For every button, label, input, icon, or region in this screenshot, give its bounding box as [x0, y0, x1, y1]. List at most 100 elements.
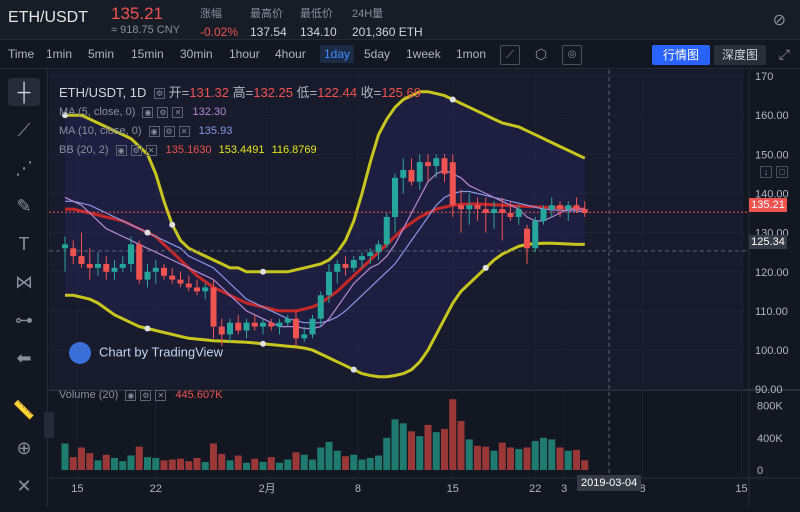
bb-visibility-icon[interactable]: ◉	[115, 144, 127, 156]
volume-bar	[474, 445, 481, 470]
candle-body	[136, 244, 143, 280]
tf-1day[interactable]: 1day	[320, 45, 355, 63]
volume-bar	[276, 462, 283, 470]
volume-visibility-icon[interactable]: ◉	[125, 389, 137, 401]
zoom-in-icon[interactable]: ⊕	[16, 438, 32, 458]
band-handle[interactable]	[260, 268, 266, 275]
pair-title: ETH/USDT	[8, 9, 88, 26]
tf-15min[interactable]: 15min	[131, 47, 164, 61]
candle-body	[491, 209, 497, 214]
tf-1min[interactable]: 1min	[46, 47, 73, 61]
tf-1hour[interactable]: 1hour	[229, 47, 260, 61]
ma5-close-icon[interactable]: ✕	[172, 106, 184, 118]
text-icon[interactable]: T	[18, 234, 30, 254]
band-handle[interactable]	[169, 221, 176, 228]
candle-body	[103, 263, 110, 272]
date-tick-label: 22	[150, 483, 162, 495]
pane-down-icon[interactable]: ↓	[760, 166, 772, 178]
prediction-icon[interactable]: ⊶	[15, 310, 33, 330]
volume-bar	[160, 460, 168, 470]
theme-toggle-icon[interactable]: ⊘	[772, 12, 786, 29]
volume-bar	[201, 461, 209, 470]
market-chart-button[interactable]: 行情图	[652, 45, 710, 65]
volume-tick-label: 800K	[757, 401, 783, 413]
stat-low: 最低价 134.10	[300, 8, 337, 39]
crosshair-price-tag: 125.34	[749, 235, 787, 249]
trendline-icon[interactable]: ⟋	[17, 120, 31, 140]
volume-bar	[342, 456, 349, 470]
back-arrow-icon[interactable]: ⬅	[16, 348, 32, 368]
tradingview-watermark[interactable]: Chart by TradingView	[69, 342, 223, 364]
volume-bar	[399, 423, 407, 470]
tf-5day[interactable]: 5day	[364, 47, 391, 61]
volume-bar	[465, 439, 473, 470]
bb-close-icon[interactable]: ✕	[145, 144, 157, 156]
volume-bar	[564, 450, 572, 470]
candle-body	[169, 275, 176, 280]
volume-bar	[375, 455, 382, 470]
chart-area[interactable]: 170 160.00 150.00 140.00 130.00 120.00 110.00 1…	[49, 70, 800, 507]
legend-open: 131.32	[189, 85, 230, 100]
candle-body	[326, 271, 332, 296]
tf-time[interactable]: Time	[8, 47, 35, 61]
fib-icon[interactable]: ⋰	[15, 158, 33, 178]
tf-1mon[interactable]: 1mon	[456, 47, 487, 61]
band-handle[interactable]	[449, 96, 456, 103]
pattern-icon[interactable]: ⋈	[15, 272, 33, 292]
ma5-visibility-icon[interactable]: ◉	[142, 106, 154, 118]
volume-bar	[416, 436, 424, 470]
candle-body	[152, 267, 159, 272]
volume-bar	[366, 457, 374, 470]
screenshot-icon[interactable]: ◎	[562, 45, 582, 65]
candle-body	[235, 322, 242, 331]
toolbar-collapse-handle[interactable]	[44, 412, 54, 438]
ruler-icon[interactable]: 📏	[12, 400, 36, 420]
band-handle[interactable]	[144, 229, 151, 236]
tf-5min[interactable]: 5min	[88, 47, 115, 61]
timeframe-toolbar: Time 1min 5min 15min 30min 1hour 4hour 1…	[0, 41, 800, 69]
tf-4hour[interactable]: 4hour	[275, 47, 306, 61]
candle-body	[507, 213, 514, 217]
legend-settings-icon[interactable]: ⚙	[154, 88, 166, 100]
volume-bar	[168, 459, 176, 470]
ma5-settings-icon[interactable]: ⚙	[157, 106, 169, 118]
date-tick-label: 3	[561, 483, 567, 495]
indicator-icon[interactable]: ⬡	[534, 46, 548, 62]
expand-icon[interactable]: ⤢	[778, 46, 790, 62]
collapse-icon[interactable]: ✕	[16, 476, 32, 496]
band-handle[interactable]	[144, 325, 151, 332]
band-handle[interactable]	[350, 366, 357, 373]
band-handle[interactable]	[62, 112, 68, 119]
volume-close-icon[interactable]: ✕	[155, 389, 167, 401]
candle-body	[202, 287, 209, 292]
band-handle[interactable]	[260, 340, 266, 347]
ma10-settings-icon[interactable]: ⚙	[163, 125, 175, 137]
date-tick-label: 22	[529, 483, 541, 495]
candle-body	[408, 169, 415, 182]
date-tick-label: 8	[355, 483, 361, 495]
brush-icon[interactable]: ✎	[16, 196, 32, 216]
ma10-visibility-icon[interactable]: ◉	[148, 125, 160, 137]
depth-chart-button[interactable]: 深度图	[714, 45, 766, 65]
bb-settings-icon[interactable]: ⚙	[130, 144, 142, 156]
candle-body	[515, 209, 522, 217]
volume-bar	[185, 461, 193, 470]
volume-bar	[259, 461, 267, 470]
candle-body	[210, 287, 217, 327]
volume-bar	[515, 449, 523, 470]
price-chart[interactable]: 170160.00150.00140.00130.00120.00110.001…	[49, 70, 800, 507]
volume-settings-icon[interactable]: ⚙	[140, 389, 152, 401]
tf-30min[interactable]: 30min	[180, 47, 213, 61]
ma10-close-icon[interactable]: ✕	[178, 125, 190, 137]
crosshair-icon[interactable]: ┼	[8, 78, 40, 106]
pane-maximize-icon[interactable]: □	[776, 166, 788, 178]
volume-bar	[548, 439, 556, 470]
band-handle[interactable]	[482, 264, 489, 271]
volume-bar	[482, 446, 490, 470]
chart-type-icon[interactable]: ⟋	[500, 45, 520, 65]
legend-symbol: ETH/USDT, 1D	[59, 85, 147, 100]
tf-1week[interactable]: 1week	[406, 47, 441, 61]
cny-price: ≈ 918.75 CNY	[111, 24, 181, 36]
candle-body	[309, 318, 316, 335]
volume-bar	[540, 437, 547, 470]
